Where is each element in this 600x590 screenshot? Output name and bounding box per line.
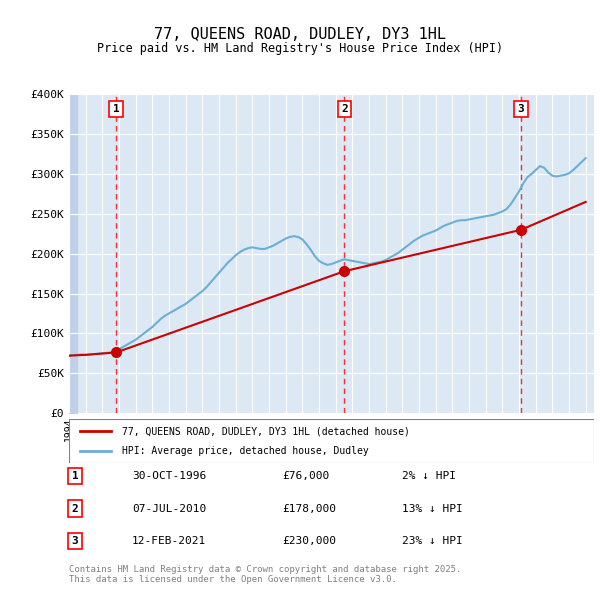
FancyBboxPatch shape bbox=[69, 419, 594, 463]
Text: £230,000: £230,000 bbox=[282, 536, 336, 546]
Text: £178,000: £178,000 bbox=[282, 504, 336, 513]
Text: 2: 2 bbox=[71, 504, 79, 513]
Bar bbox=[69, 94, 77, 413]
Text: 2: 2 bbox=[341, 104, 348, 114]
Text: 13% ↓ HPI: 13% ↓ HPI bbox=[402, 504, 463, 513]
Text: 3: 3 bbox=[71, 536, 79, 546]
Text: 1: 1 bbox=[71, 471, 79, 481]
Text: 77, QUEENS ROAD, DUDLEY, DY3 1HL: 77, QUEENS ROAD, DUDLEY, DY3 1HL bbox=[154, 27, 446, 41]
Text: 30-OCT-1996: 30-OCT-1996 bbox=[132, 471, 206, 481]
Text: 1: 1 bbox=[113, 104, 119, 114]
Text: HPI: Average price, detached house, Dudley: HPI: Average price, detached house, Dudl… bbox=[121, 446, 368, 455]
Text: 23% ↓ HPI: 23% ↓ HPI bbox=[402, 536, 463, 546]
Text: 77, QUEENS ROAD, DUDLEY, DY3 1HL (detached house): 77, QUEENS ROAD, DUDLEY, DY3 1HL (detach… bbox=[121, 427, 409, 436]
Text: £76,000: £76,000 bbox=[282, 471, 329, 481]
Text: 07-JUL-2010: 07-JUL-2010 bbox=[132, 504, 206, 513]
Text: 12-FEB-2021: 12-FEB-2021 bbox=[132, 536, 206, 546]
Text: 2% ↓ HPI: 2% ↓ HPI bbox=[402, 471, 456, 481]
Text: Price paid vs. HM Land Registry's House Price Index (HPI): Price paid vs. HM Land Registry's House … bbox=[97, 42, 503, 55]
Text: Contains HM Land Registry data © Crown copyright and database right 2025.
This d: Contains HM Land Registry data © Crown c… bbox=[69, 565, 461, 584]
Text: 3: 3 bbox=[518, 104, 524, 114]
